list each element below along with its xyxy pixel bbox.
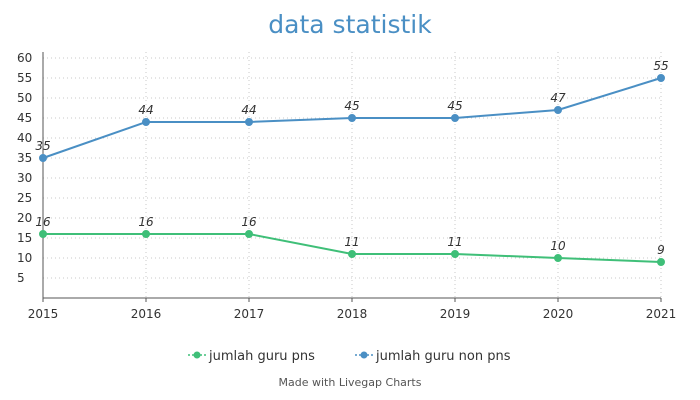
legend-label: jumlah guru pns bbox=[208, 349, 315, 364]
data-label: 16 bbox=[138, 215, 154, 229]
y-tick-label: 35 bbox=[17, 151, 32, 165]
data-point bbox=[348, 250, 356, 258]
x-tick-label: 2016 bbox=[131, 307, 162, 321]
y-tick-label: 20 bbox=[17, 211, 32, 225]
data-label: 16 bbox=[241, 215, 257, 229]
data-label: 44 bbox=[241, 103, 256, 117]
series-2: 35 44 44 45 45 47 55 bbox=[35, 59, 669, 162]
data-label: 47 bbox=[550, 91, 566, 105]
x-tick-label: 2020 bbox=[543, 307, 574, 321]
x-tick-label: 2018 bbox=[337, 307, 368, 321]
data-label: 9 bbox=[657, 243, 665, 257]
credit-text: Made with Livegap Charts bbox=[278, 376, 422, 389]
y-tick-label: 60 bbox=[17, 51, 32, 65]
x-tick-label: 2021 bbox=[646, 307, 677, 321]
legend: jumlah guru pns jumlah guru non pns bbox=[188, 349, 511, 364]
x-tick-label: 2019 bbox=[440, 307, 471, 321]
y-tick-label: 45 bbox=[17, 111, 32, 125]
x-tick-label: 2017 bbox=[234, 307, 265, 321]
data-point bbox=[142, 230, 150, 238]
data-point bbox=[142, 118, 150, 126]
data-point bbox=[554, 106, 562, 114]
data-point bbox=[39, 154, 47, 162]
data-label: 35 bbox=[35, 139, 50, 153]
data-label: 55 bbox=[653, 59, 668, 73]
chart-title: data statistik bbox=[268, 10, 432, 39]
data-point bbox=[554, 254, 562, 262]
y-tick-label: 10 bbox=[17, 251, 32, 265]
data-label: 10 bbox=[550, 239, 566, 253]
series-1: 16 16 16 11 11 10 9 bbox=[35, 215, 665, 266]
y-tick-label: 15 bbox=[17, 231, 32, 245]
y-tick-label: 5 bbox=[17, 271, 25, 285]
data-point bbox=[657, 258, 665, 266]
data-point bbox=[657, 74, 665, 82]
y-tick-label: 25 bbox=[17, 191, 32, 205]
series-layer: 16 16 16 11 11 10 9 35 44 44 45 45 47 55 bbox=[35, 59, 669, 266]
data-label: 11 bbox=[447, 235, 462, 249]
legend-marker bbox=[193, 351, 201, 359]
legend-item-1: jumlah guru pns bbox=[188, 349, 315, 364]
data-label: 44 bbox=[138, 103, 153, 117]
legend-marker bbox=[360, 351, 368, 359]
grid bbox=[43, 52, 662, 298]
y-tick-label: 50 bbox=[17, 91, 32, 105]
data-label: 45 bbox=[344, 99, 359, 113]
x-tick-label: 2015 bbox=[28, 307, 59, 321]
data-point bbox=[348, 114, 356, 122]
y-tick-label: 55 bbox=[17, 71, 32, 85]
data-label: 45 bbox=[447, 99, 462, 113]
data-point bbox=[451, 250, 459, 258]
data-point bbox=[39, 230, 47, 238]
y-tick-label: 40 bbox=[17, 131, 32, 145]
data-point bbox=[451, 114, 459, 122]
data-point bbox=[245, 118, 253, 126]
data-label: 16 bbox=[35, 215, 51, 229]
legend-label: jumlah guru non pns bbox=[375, 349, 511, 364]
y-tick-label: 30 bbox=[17, 171, 32, 185]
data-point bbox=[245, 230, 253, 238]
legend-item-2: jumlah guru non pns bbox=[355, 349, 511, 364]
data-label: 11 bbox=[344, 235, 359, 249]
